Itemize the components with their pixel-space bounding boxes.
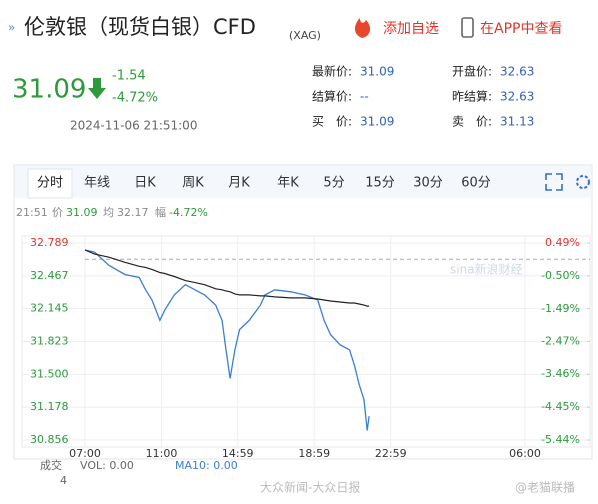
field-label: 最新价: <box>312 64 352 79</box>
tab[interactable]: 30分 <box>413 176 443 191</box>
tab-label: 周K <box>182 176 204 191</box>
tab-label: 15分 <box>365 176 395 191</box>
expand-icon: » <box>8 21 15 35</box>
chart-panel <box>13 164 593 460</box>
vol: VOL: 0.00 <box>80 459 134 472</box>
change-pct: -4.72% <box>112 91 158 106</box>
y2-tick-label: -2.47% <box>541 334 580 347</box>
y2-tick-label: 0.49% <box>545 236 580 249</box>
volume-label: 成交 <box>40 458 62 472</box>
tab-label: 月K <box>228 176 250 191</box>
ma10: MA10: 0.00 <box>175 459 238 472</box>
y-tick-label: 31.500 <box>30 367 69 380</box>
flame-icon <box>355 18 371 38</box>
quote-fields: 最新价: 31.09 结算价: -- 买 价: 31.09 开盘价: 32.63 昨结算: 32.… <box>312 64 534 129</box>
status-avg: 32.17 <box>117 206 149 219</box>
watermark: sina新浪财经 <box>450 262 523 277</box>
field-value: 32.63 <box>500 90 534 104</box>
y-tick-label: 31.178 <box>30 400 69 413</box>
field-value: 31.09 <box>360 115 394 129</box>
tab[interactable]: 60分 <box>461 176 491 191</box>
y2-tick-label: -1.49% <box>541 302 580 315</box>
y2-tick-label: -4.45% <box>541 400 580 413</box>
field-value: 31.09 <box>360 65 394 79</box>
tab-bar <box>15 166 591 198</box>
status-time: 21:51 <box>16 206 48 219</box>
status-price: 31.09 <box>66 206 98 219</box>
subtitle: (XAG) <box>289 29 321 42</box>
average-line <box>84 249 370 307</box>
tab[interactable]: 15分 <box>365 176 395 191</box>
status-avg-label: 均 <box>103 206 114 219</box>
volume-value: 4 <box>60 474 67 487</box>
status-price-label: 价 <box>52 206 63 219</box>
field-label: 买 价: <box>312 115 352 129</box>
status-range-label: 幅 <box>155 206 166 219</box>
tab-label: 5分 <box>323 176 344 191</box>
x-tick-label: 11:00 <box>146 447 178 460</box>
watermark: 大众新闻-大众日报 <box>260 480 360 495</box>
title: 伦敦银（现货白银）CFD <box>24 15 256 39</box>
watermark: @老猫联播 <box>515 481 575 495</box>
plot: 07:00 11:00 14:59 18:59 22:59 06:00 32.789 32.4… <box>21 235 591 460</box>
tab-label: 分时 <box>37 176 63 191</box>
y-tick-label: 31.823 <box>30 334 69 347</box>
x-tick-label: 18:59 <box>298 447 330 460</box>
status-range: -4.72% <box>169 206 208 219</box>
app-label: 在APP中查看 <box>480 21 562 37</box>
tab-label: 30分 <box>413 176 443 191</box>
status-line: 21:51 价 31.09 均 32.17 幅 -4.72% <box>16 206 208 219</box>
field-value: 32.63 <box>500 65 534 79</box>
fullscreen-icon <box>545 173 563 191</box>
tabs: 分时 年线 日K 周K 月K 年K 5分 15分 30分 60分 <box>27 168 491 199</box>
x-tick-label: 07:00 <box>69 447 101 460</box>
y-tick-label: 30.856 <box>30 433 69 446</box>
tab-label: 年K <box>277 176 299 191</box>
y2-tick-label: -5.44% <box>541 433 580 446</box>
tab[interactable]: 5分 <box>323 176 344 191</box>
tab-label: 年线 <box>84 176 110 191</box>
quote-time: 2024-11-06 21:51:00 <box>70 119 197 133</box>
field-label: 卖 价: <box>452 115 492 129</box>
down-arrow <box>88 78 106 99</box>
tab[interactable]: 年线 <box>84 176 110 191</box>
add-label: 添加自选 <box>383 21 439 37</box>
tab-label: 日K <box>134 176 156 191</box>
gear <box>576 175 590 189</box>
field-value: -- <box>360 90 369 104</box>
field-value: 31.13 <box>500 115 534 129</box>
phone-icon <box>461 17 474 38</box>
tab[interactable]: 月K <box>228 176 250 191</box>
app-button[interactable]: 在APP中查看 <box>461 17 562 38</box>
y-tick-label: 32.467 <box>30 269 69 282</box>
field-label: 结算价: <box>312 89 352 104</box>
y-tick-label: 32.145 <box>30 302 69 315</box>
y2-tick-label: -3.46% <box>541 367 580 380</box>
x-tick-label: 22:59 <box>375 447 407 460</box>
expand-icon[interactable] <box>545 173 563 191</box>
x-tick-label: 06:00 <box>509 447 541 460</box>
settings-icon[interactable] <box>576 175 590 189</box>
tab-label: 60分 <box>461 176 491 191</box>
field-label: 昨结算: <box>452 89 492 104</box>
tab[interactable]: 年K <box>277 176 299 191</box>
last-price: 31.09 <box>12 75 86 105</box>
tab[interactable]: 周K <box>182 176 204 191</box>
change: -1.54 <box>112 69 146 84</box>
field-label: 开盘价: <box>452 64 492 79</box>
active-tab <box>27 168 73 199</box>
y2-tick-label: -0.50% <box>541 269 580 282</box>
price-line <box>84 249 370 431</box>
tab[interactable]: 分时 <box>27 168 73 199</box>
x-tick-label: 14:59 <box>222 447 254 460</box>
tab[interactable]: 日K <box>134 176 156 191</box>
add-button[interactable]: 添加自选 <box>355 18 439 38</box>
y-tick-label: 32.789 <box>30 236 69 249</box>
